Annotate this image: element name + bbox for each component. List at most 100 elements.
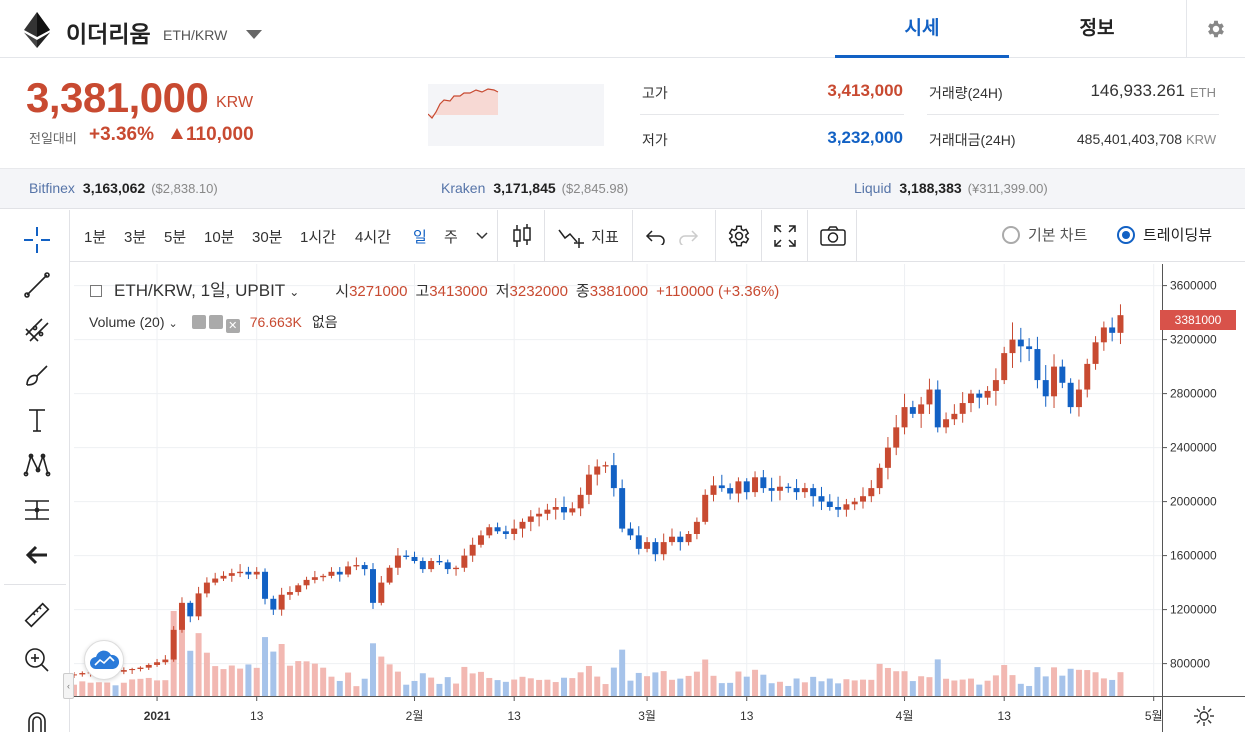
ethereum-logo-icon — [24, 12, 50, 48]
collapse-legend-icon[interactable] — [90, 285, 102, 297]
ruler-tool[interactable] — [15, 595, 59, 635]
volume-bar — [311, 663, 318, 696]
tradingview-label: 트레이딩뷰 — [1143, 227, 1213, 244]
volume-legend: Volume (20) ⌄ ✕ 76.663K 없음 — [89, 312, 338, 333]
zoom-tool[interactable] — [15, 640, 59, 680]
candle-body — [228, 573, 235, 576]
volume-bar — [561, 677, 568, 696]
timeframe-1w[interactable]: 주 — [444, 229, 458, 246]
back-arrow-tool[interactable] — [15, 535, 59, 575]
candle-body — [328, 571, 335, 576]
scroll-left-button[interactable]: ‹ — [63, 673, 74, 699]
volume-bar — [178, 621, 185, 696]
tradingview-radio[interactable]: 트레이딩뷰 — [1117, 224, 1212, 245]
candle-body — [1017, 339, 1024, 347]
screenshot-button[interactable] — [815, 220, 851, 252]
change-label: 전일대비 — [29, 131, 77, 146]
prediction-tool[interactable] — [15, 490, 59, 530]
last-price-tag: 3381000 — [1160, 310, 1236, 330]
candle-body — [154, 662, 161, 665]
text-tool[interactable] — [15, 400, 59, 440]
volume-bar — [967, 678, 974, 696]
volume-bar — [104, 682, 111, 696]
close-icon[interactable]: ✕ — [225, 319, 240, 333]
gear-icon[interactable] — [208, 315, 223, 329]
magnet-tool[interactable] — [15, 702, 59, 732]
pattern-tool[interactable] — [15, 445, 59, 485]
indicators-button[interactable]: 지표 — [552, 220, 624, 252]
exchange-jpy: (¥311,399.00) — [967, 181, 1048, 196]
basic-chart-radio[interactable]: 기본 차트 — [1002, 224, 1087, 245]
volume-bar — [718, 683, 725, 696]
low-value: 3,232,000 — [827, 128, 903, 147]
volume-bar — [693, 671, 700, 696]
crosshair-tool[interactable] — [15, 220, 59, 260]
volume-bar — [685, 675, 692, 696]
cloud-save-button[interactable] — [84, 640, 124, 680]
volume-bar — [884, 667, 891, 696]
timeframe-5m[interactable]: 5분 — [164, 229, 187, 246]
volume-bar — [677, 678, 684, 696]
toolbar-divider — [4, 584, 66, 585]
candle-body — [336, 571, 343, 575]
volume-bar — [1059, 675, 1066, 696]
change-percent: +3.36% — [89, 124, 154, 145]
volume-label[interactable]: Volume (20) — [89, 314, 165, 330]
volume-bar — [1017, 683, 1024, 696]
candle-body — [1009, 339, 1016, 354]
candle-body — [170, 629, 177, 660]
candle-body — [810, 488, 817, 497]
redo-button[interactable] — [674, 220, 704, 252]
volume-bar — [909, 681, 916, 696]
chart-settings-button[interactable] — [722, 220, 756, 252]
fibonacci-icon — [25, 318, 49, 342]
axis-settings-icon[interactable] — [1192, 704, 1216, 728]
undo-button[interactable] — [640, 220, 670, 252]
volume-bar — [278, 644, 285, 696]
timeframe-3m[interactable]: 3분 — [124, 229, 147, 246]
volume-bar — [220, 669, 227, 696]
high-label: 고 — [415, 283, 430, 300]
volume-bar — [1026, 685, 1033, 696]
mini-chart-area — [428, 89, 498, 118]
candle-body — [453, 567, 460, 570]
fib-tool[interactable] — [15, 310, 59, 350]
volume-bar — [735, 671, 742, 696]
timeframe-1d[interactable]: 일 — [413, 229, 427, 246]
legend-symbol[interactable]: ETH/KRW, 1일, UPBIT — [114, 281, 286, 300]
timeframe-1h[interactable]: 1시간 — [300, 229, 336, 246]
volume-bar — [727, 682, 734, 696]
candle-body — [278, 594, 285, 610]
eye-icon[interactable] — [191, 315, 206, 329]
price-chart[interactable]: 3600000 3200000 2800000 2400000 2000000 16000… — [71, 264, 1245, 732]
brush-tool[interactable] — [15, 355, 59, 395]
candle-body — [120, 670, 127, 672]
timeframe-30m[interactable]: 30분 — [252, 229, 283, 246]
volume-bar — [336, 680, 343, 696]
candle-body — [394, 555, 401, 568]
chevron-down-icon[interactable]: ⌄ — [289, 285, 300, 299]
trendline-tool[interactable] — [15, 265, 59, 305]
volume-bar — [976, 684, 983, 696]
tab-price[interactable]: 시세 — [835, 0, 1009, 58]
candle-body — [677, 536, 684, 543]
tab-info[interactable]: 정보 — [1079, 18, 1115, 39]
candle-body — [386, 567, 393, 583]
chart-type-button[interactable] — [504, 220, 540, 252]
volume-bar — [569, 678, 576, 696]
candle-body — [752, 477, 759, 493]
timeframe-1m[interactable]: 1분 — [84, 229, 107, 246]
toolbar-divider — [544, 210, 545, 262]
volume-bar — [145, 677, 152, 696]
candle-body — [486, 527, 493, 536]
volume-bar — [71, 684, 77, 696]
settings-button[interactable] — [1186, 0, 1245, 58]
pair-dropdown-icon[interactable] — [246, 30, 262, 39]
timeframe-4h[interactable]: 4시간 — [355, 229, 391, 246]
chevron-down-icon[interactable]: ⌄ — [168, 318, 178, 330]
candle-body — [959, 403, 966, 414]
chevron-down-icon[interactable] — [476, 231, 488, 241]
timeframe-10m[interactable]: 10분 — [204, 229, 235, 246]
fullscreen-button[interactable] — [768, 220, 802, 252]
candle-body — [1092, 342, 1099, 364]
